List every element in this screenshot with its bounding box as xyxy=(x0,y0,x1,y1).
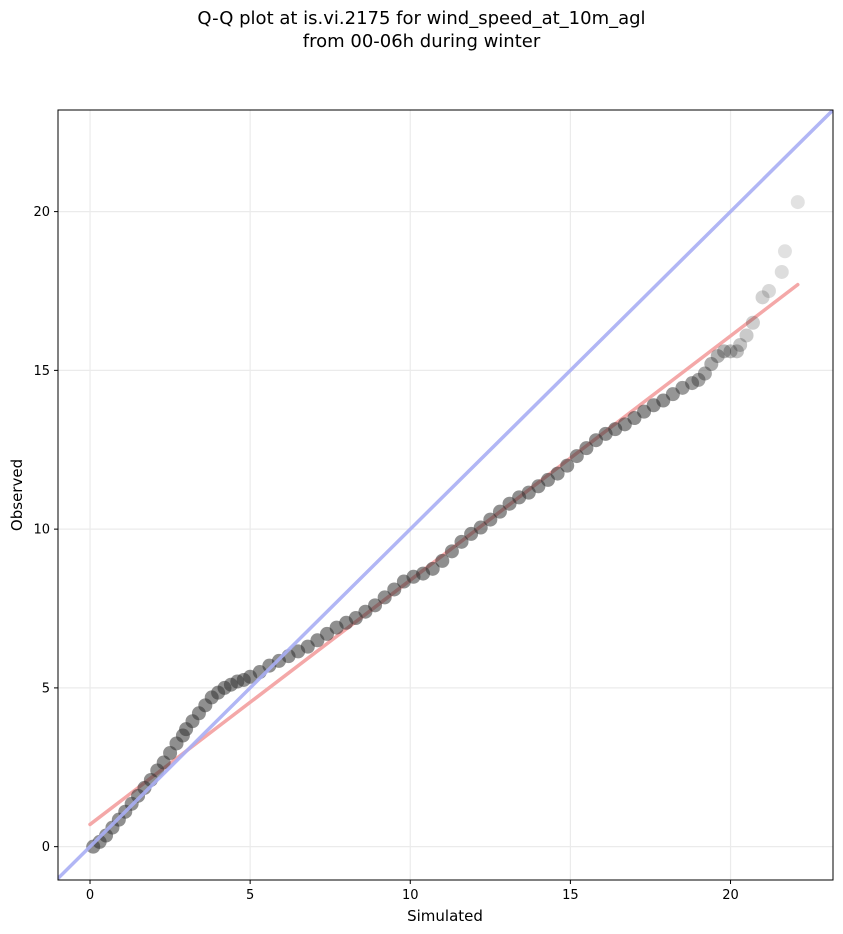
data-point-0-59 xyxy=(569,449,584,464)
identity-layer xyxy=(58,110,833,880)
data-point-0-73 xyxy=(697,366,712,381)
data-point-0-80 xyxy=(739,328,754,343)
data-point-0-57 xyxy=(550,466,565,481)
y-tick-label-4: 20 xyxy=(33,205,50,220)
data-point-0-46 xyxy=(444,544,459,559)
x-tick-label-3: 15 xyxy=(562,888,579,903)
data-point-0-74 xyxy=(704,357,719,372)
y-axis-label: Observed xyxy=(8,459,26,531)
data-point-0-72 xyxy=(691,372,706,387)
data-point-0-83 xyxy=(761,283,776,298)
y-tick-label-2: 10 xyxy=(33,523,50,538)
data-point-0-85 xyxy=(777,244,792,259)
data-point-0-77 xyxy=(723,344,738,359)
y-tick-label-3: 15 xyxy=(33,364,50,379)
data-point-0-58 xyxy=(560,458,575,473)
data-point-0-49 xyxy=(473,520,488,535)
points-layer xyxy=(86,195,805,854)
x-tick-label-1: 5 xyxy=(246,888,254,903)
data-point-0-60 xyxy=(579,441,594,456)
grid xyxy=(58,110,833,880)
data-point-0-38 xyxy=(368,598,383,613)
ticks: 0 5 10 15 20 0 5 10 15 20 xyxy=(33,205,738,903)
data-point-0-71 xyxy=(685,376,700,391)
y-tick-label-1: 5 xyxy=(42,681,50,696)
data-point-0-39 xyxy=(377,590,392,605)
x-tick-label-2: 10 xyxy=(402,888,419,903)
data-point-0-79 xyxy=(733,337,748,352)
chart-title-line-1: Q-Q plot at is.vi.2175 for wind_speed_at… xyxy=(197,8,646,29)
data-point-0-81 xyxy=(745,315,760,330)
identity-line xyxy=(58,110,833,880)
data-point-0-86 xyxy=(790,195,805,210)
data-point-0-75 xyxy=(710,349,725,364)
data-point-0-76 xyxy=(717,344,732,359)
plot-frame xyxy=(57,109,834,881)
data-point-0-44 xyxy=(425,561,440,576)
data-point-0-84 xyxy=(774,264,789,279)
data-point-0-40 xyxy=(387,582,402,597)
x-tick-label-4: 20 xyxy=(722,888,739,903)
data-point-0-50 xyxy=(483,512,498,527)
data-point-0-47 xyxy=(454,534,469,549)
y-tick-label-0: 0 xyxy=(42,840,50,855)
x-axis-label: Simulated xyxy=(407,907,483,925)
data-point-0-45 xyxy=(435,553,450,568)
x-tick-label-0: 0 xyxy=(86,888,94,903)
data-point-0-70 xyxy=(675,380,690,395)
data-point-0-78 xyxy=(729,344,744,359)
data-point-0-82 xyxy=(755,290,770,305)
data-point-0-51 xyxy=(492,504,507,519)
chart-title-line-2: from 00-06h during winter xyxy=(302,31,541,52)
